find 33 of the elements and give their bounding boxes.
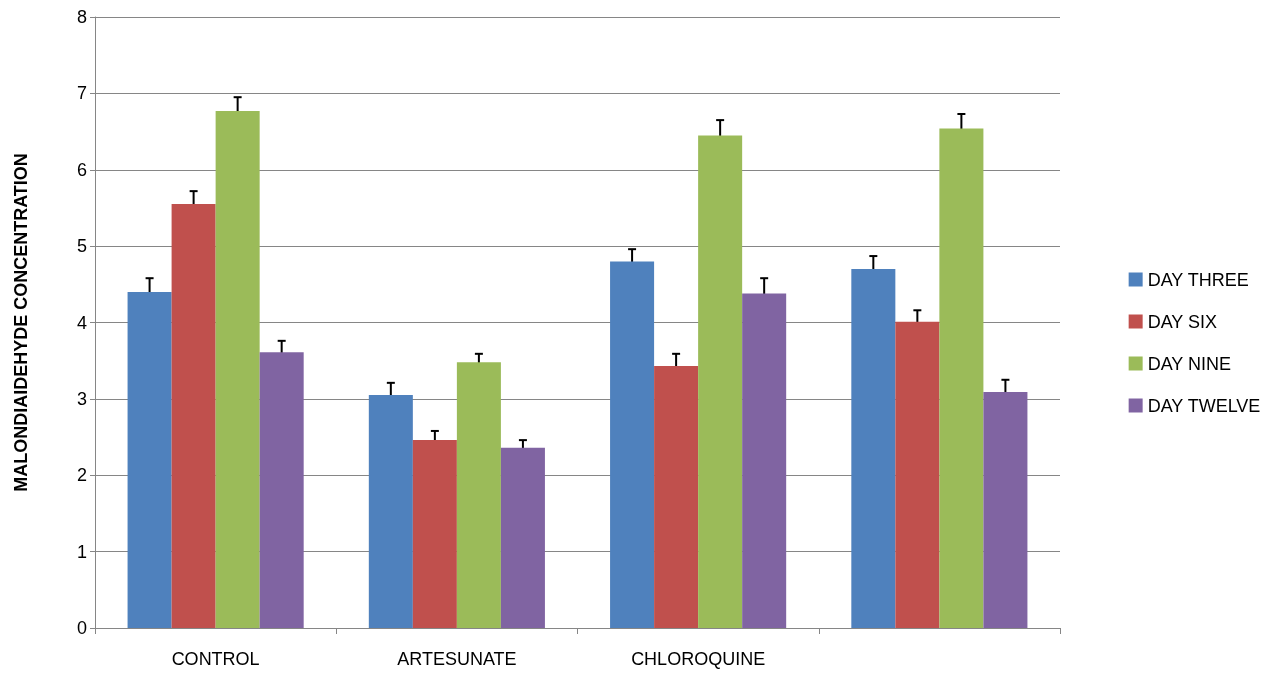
legend-label: DAY NINE [1147,353,1232,374]
bar [895,321,940,628]
bar [939,128,984,628]
bar [610,261,655,628]
x-tick-label: CONTROL [171,649,260,669]
y-tick-label: 4 [76,312,87,333]
y-tick-label: 0 [76,618,87,638]
y-tick-label: 7 [76,83,87,104]
y-tick-label: 2 [76,465,87,486]
bar [851,269,896,628]
bar [412,440,457,628]
legend-label: DAY TWELVE [1147,395,1261,416]
bar [259,352,304,628]
y-tick-label: 6 [76,159,87,180]
y-tick-label: 1 [76,541,87,562]
legend-label: DAY THREE [1147,269,1249,290]
bar [215,110,260,628]
bar [654,366,699,628]
legend-label: DAY SIX [1147,311,1218,332]
bar [698,135,743,628]
bar [500,447,545,628]
bar [983,392,1028,628]
bar [742,293,787,628]
y-tick-label: 3 [76,388,87,409]
bar [456,362,501,628]
bar [368,395,413,628]
x-tick-label: ARTESUNATE [397,649,517,669]
y-tick-label: 5 [76,236,87,257]
y-tick-label: 8 [76,7,87,27]
bar [171,204,216,628]
bar [127,291,172,628]
y-axis-title: MALONDIAIDEHYDE CONCENTRATION [11,153,31,492]
x-tick-label: CHLOROQUINE [631,649,766,669]
